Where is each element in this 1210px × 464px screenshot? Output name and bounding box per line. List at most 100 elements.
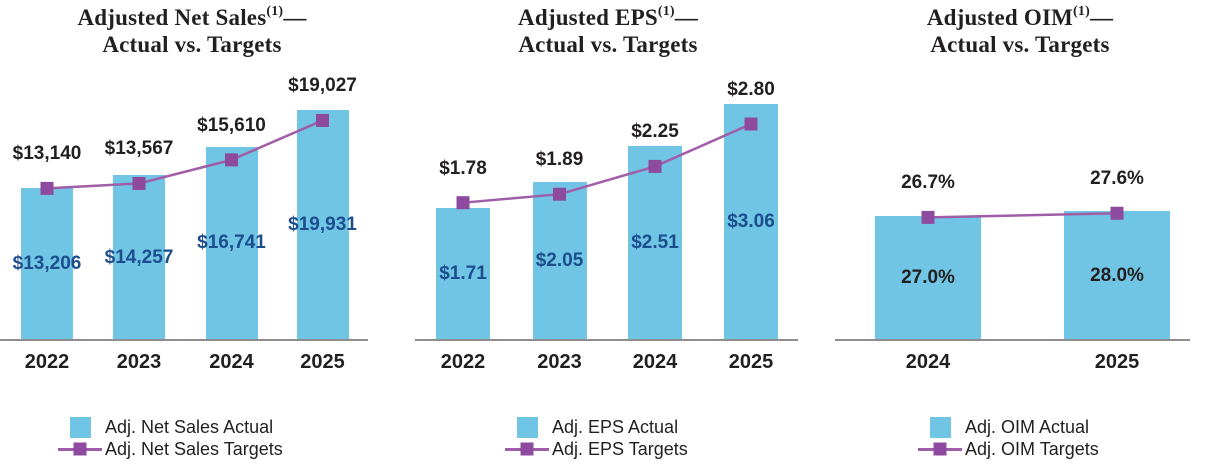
target-marker: [744, 117, 758, 131]
legend-icon-cell: [505, 416, 549, 438]
x-axis-label: 2023: [116, 351, 162, 373]
actual-value-label: $13,206: [12, 252, 82, 274]
actual-value-label: $14,257: [104, 246, 174, 268]
actual-value-label: 28.0%: [1090, 264, 1144, 286]
legend-label: Adj. OIM Actual: [965, 417, 1090, 437]
legend-item-targets: Adj. OIM Targets: [918, 438, 1099, 460]
x-axis-label: 2022: [24, 351, 70, 373]
target-marker: [1110, 206, 1124, 220]
bar-2024: [205, 146, 258, 340]
bar-2024: [875, 216, 981, 340]
chart-title-footnote: (1): [1073, 4, 1090, 20]
x-axis-label: 2025: [1094, 351, 1140, 373]
bar-2023: [113, 175, 165, 340]
target-marker: [225, 153, 238, 167]
targets-line: [462, 122, 752, 204]
target-value-label: $13,567: [104, 138, 174, 160]
legend-label: Adj. OIM Targets: [965, 439, 1099, 459]
chart-title-footnote: (1): [657, 4, 675, 20]
target-value-label: $2.25: [631, 121, 679, 143]
targets-line: [927, 212, 1118, 219]
x-axis-label: 2024: [632, 351, 678, 373]
target-marker: [553, 187, 566, 201]
chart-title: Adjusted OIM(1)— Actual vs. Targets: [830, 4, 1210, 58]
target-marker: [456, 196, 470, 210]
chart-title-line2: Actual vs. Targets: [102, 32, 282, 57]
actual-value-label: $2.05: [535, 249, 584, 271]
bar-2024: [628, 146, 682, 340]
chart-title-line2: Actual vs. Targets: [518, 32, 698, 57]
line-marker-square-icon: [73, 442, 87, 456]
chart-title: Adjusted Net Sales(1)— Actual vs. Targets: [2, 4, 382, 58]
legend-icon-cell: [918, 416, 962, 438]
line-marker-icon: [58, 442, 102, 456]
legend-item-actual: Adj. Net Sales Actual: [58, 416, 283, 438]
legend-item-actual: Adj. OIM Actual: [918, 416, 1099, 438]
line-marker-icon: [918, 442, 962, 456]
target-value-label: 26.7%: [901, 172, 955, 194]
chart-title-name: Adjusted OIM: [926, 5, 1074, 30]
bar-2023: [532, 181, 587, 340]
legend: Adj. EPS Actual Adj. EPS Targets: [505, 416, 688, 460]
legend-label: Adj. EPS Targets: [552, 439, 688, 459]
target-value-label: 27.6%: [1090, 168, 1144, 190]
x-axis-label: 2024: [905, 351, 951, 373]
legend: Adj. Net Sales Actual Adj. Net Sales Targ…: [58, 416, 283, 460]
target-value-label: $1.78: [439, 157, 487, 179]
line-marker-square-icon: [933, 442, 947, 456]
legend-label: Adj. Net Sales Actual: [105, 417, 274, 437]
legend-icon-cell: [505, 438, 549, 460]
chart-title-dash: —: [283, 5, 307, 30]
actual-value-label: 27.0%: [901, 267, 955, 288]
x-axis-label: 2022: [440, 351, 486, 373]
actual-value-label: $3.06: [727, 210, 775, 232]
legend-item-targets: Adj. Net Sales Targets: [58, 438, 283, 460]
actual-value-label: $19,931: [288, 214, 357, 235]
target-value-label: $2.80: [727, 79, 775, 100]
legend-icon-cell: [58, 438, 102, 460]
target-value-label: $19,027: [288, 75, 357, 97]
x-axis-line: [835, 339, 1190, 341]
line-marker-icon: [505, 442, 549, 456]
target-marker: [648, 159, 662, 173]
bar-swatch-icon: [69, 416, 91, 438]
legend-item-actual: Adj. EPS Actual: [505, 416, 688, 438]
actual-value-label: $16,741: [197, 232, 266, 254]
actual-value-label: $2.51: [631, 232, 679, 254]
legend-label: Adj. EPS Actual: [552, 417, 679, 437]
target-marker: [40, 181, 54, 195]
x-axis-line: [415, 339, 798, 341]
bar-2022: [436, 208, 490, 340]
target-value-label: $13,140: [12, 143, 82, 165]
targets-line: [46, 119, 323, 190]
chart-title-name: Adjusted EPS: [518, 5, 658, 30]
chart-title-dash: —: [1089, 5, 1114, 30]
bar-swatch-icon: [516, 416, 538, 438]
target-value-label: $15,610: [197, 114, 266, 136]
x-axis-label: 2023: [537, 351, 582, 373]
x-axis-label: 2025: [300, 351, 345, 373]
chart-title-dash: —: [674, 5, 698, 30]
bar-2025: [724, 103, 778, 340]
chart-title: Adjusted EPS(1)— Actual vs. Targets: [418, 4, 798, 58]
chart-title-line2: Actual vs. Targets: [930, 32, 1110, 57]
chart-title-name: Adjusted Net Sales: [77, 5, 267, 30]
legend-item-targets: Adj. EPS Targets: [505, 438, 688, 460]
x-axis-label: 2025: [728, 351, 774, 373]
legend-icon-cell: [58, 416, 102, 438]
x-axis-label: 2024: [209, 351, 254, 373]
bar-2022: [21, 187, 73, 340]
chart-title-footnote: (1): [266, 4, 284, 20]
actual-value-label: $1.71: [439, 263, 487, 285]
target-marker: [316, 113, 329, 127]
line-marker-square-icon: [520, 442, 534, 456]
target-marker: [132, 176, 146, 190]
legend: Adj. OIM Actual Adj. OIM Targets: [918, 416, 1099, 460]
target-value-label: $1.89: [535, 149, 584, 171]
bar-2025: [1064, 211, 1170, 340]
legend-icon-cell: [918, 438, 962, 460]
x-axis-line: [0, 339, 368, 341]
bar-swatch-icon: [929, 416, 951, 438]
